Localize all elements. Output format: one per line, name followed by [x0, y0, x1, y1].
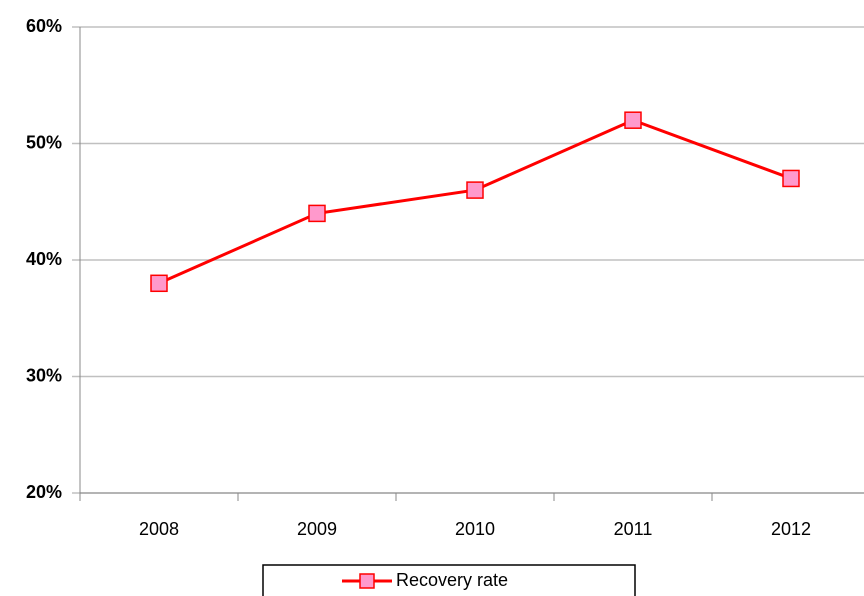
marker — [308, 204, 326, 223]
x-tick-label: 2012 — [771, 519, 811, 539]
y-tick-label: 30% — [26, 365, 62, 385]
x-tick-label: 2010 — [455, 519, 495, 539]
marker — [466, 181, 484, 199]
x-tick-label: 2011 — [614, 519, 653, 539]
x-tick-label: 2008 — [139, 519, 179, 539]
marker — [150, 274, 168, 293]
y-tick-label: 50% — [26, 132, 62, 152]
y-tick-label: 40% — [26, 249, 62, 269]
x-tick-label: 2009 — [297, 519, 337, 539]
legend-label: Recovery rate — [396, 570, 508, 590]
legend-marker — [359, 573, 375, 589]
marker — [624, 111, 642, 129]
marker — [782, 169, 800, 188]
y-tick-label: 20% — [26, 482, 62, 502]
y-tick-label: 60% — [26, 16, 62, 36]
legend-box — [262, 564, 636, 596]
